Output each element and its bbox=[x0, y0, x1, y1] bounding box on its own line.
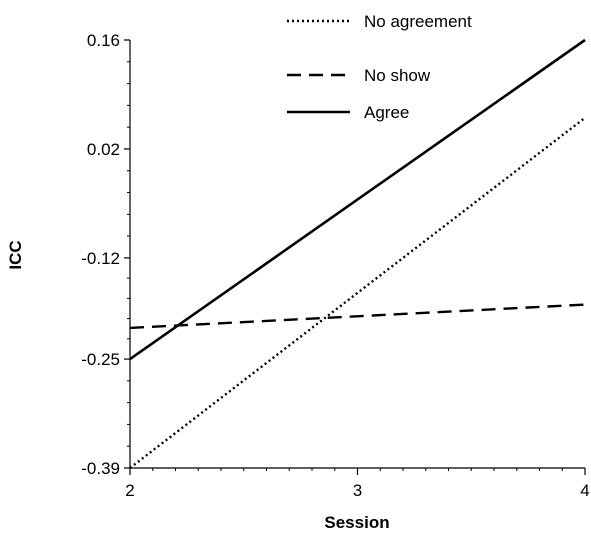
x-tick-label: 2 bbox=[125, 481, 134, 500]
series-line-no-agreement bbox=[129, 116, 586, 469]
y-axis-title: ICC bbox=[6, 240, 25, 269]
plot-lines bbox=[129, 38, 586, 469]
legend: No agreement No show Agree bbox=[287, 12, 472, 122]
y-tick-label: 0.16 bbox=[87, 31, 120, 50]
legend-label-agree: Agree bbox=[364, 103, 409, 122]
series-line-no-show bbox=[129, 303, 586, 330]
y-tick-label: 0.02 bbox=[87, 140, 120, 159]
x-axis-title: Session bbox=[324, 513, 389, 532]
legend-label-no-agreement: No agreement bbox=[364, 12, 472, 31]
series-line-agree bbox=[129, 38, 586, 361]
legend-label-no-show: No show bbox=[364, 66, 431, 85]
y-tick-label: -0.12 bbox=[81, 249, 120, 268]
x-tick-label: 3 bbox=[353, 481, 362, 500]
y-axis: -0.39 -0.25 -0.12 0.02 0.16 bbox=[81, 31, 131, 478]
y-tick-label: -0.39 bbox=[81, 459, 120, 478]
y-tick-label: -0.25 bbox=[81, 350, 120, 369]
x-tick-label: 4 bbox=[580, 481, 589, 500]
x-axis: 2 3 4 bbox=[125, 467, 590, 500]
